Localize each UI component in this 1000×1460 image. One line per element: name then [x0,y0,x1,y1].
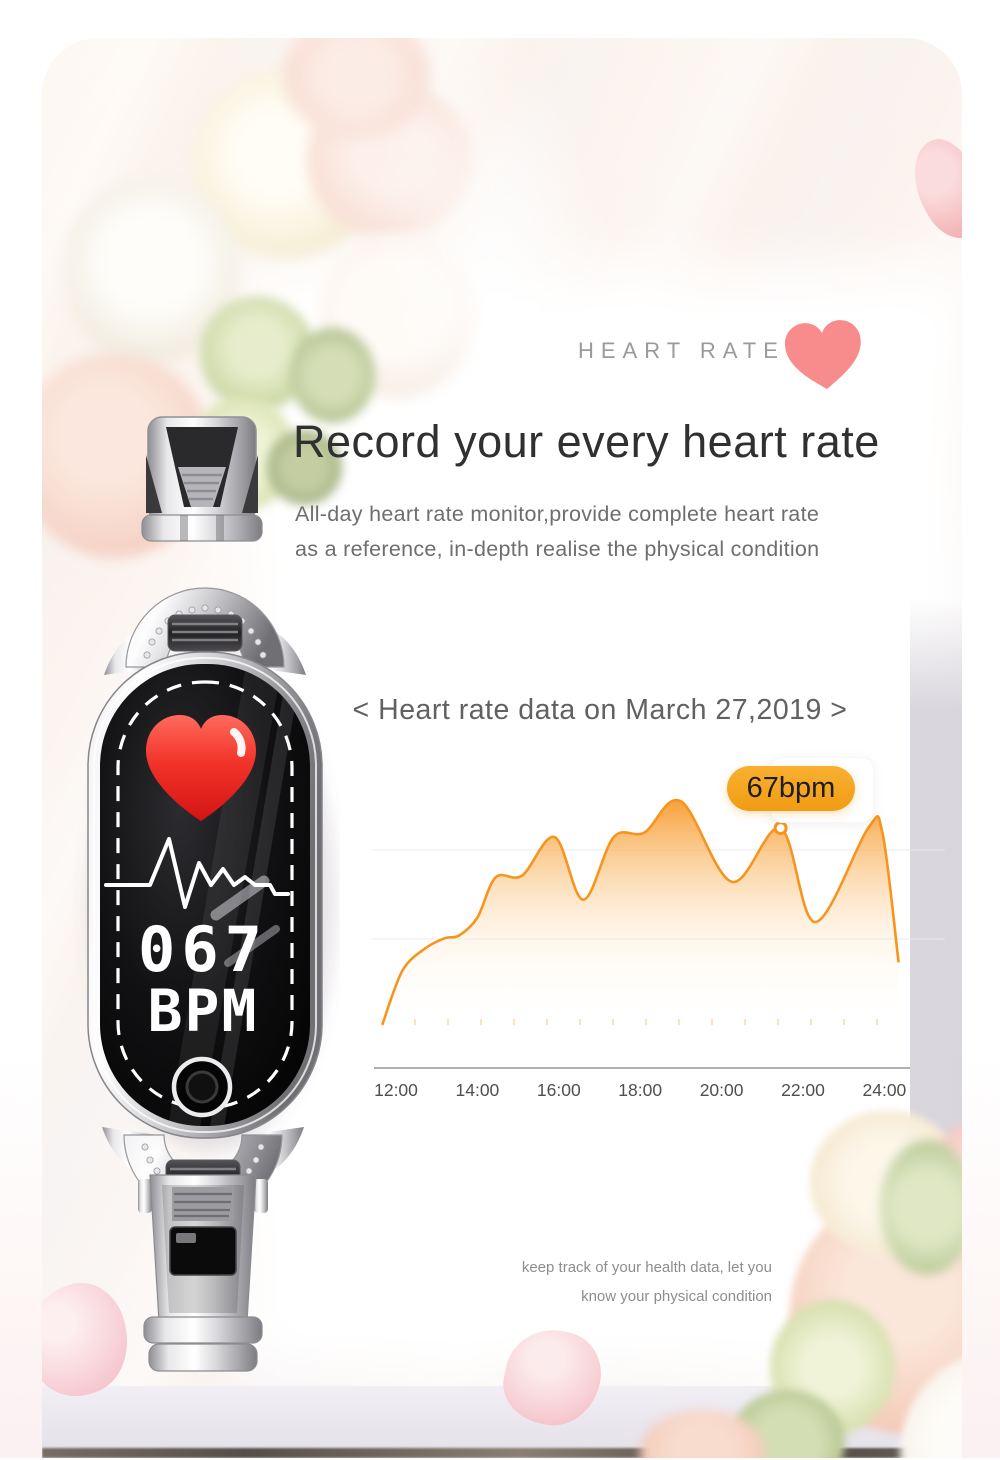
watch-band-top-link [141,416,263,542]
greenery-blob [880,1140,962,1275]
x-tick-label: 16:00 [536,1080,581,1100]
chart-heading: < Heart rate data on March 27,2019 > [352,694,848,726]
footer-line: keep track of your health data, let you [521,1259,772,1276]
background-photo-card [42,38,962,1458]
bottom-dark-strip [42,1448,962,1458]
footer-note: keep track of your health data, let you … [440,1253,772,1311]
page-title: Record your every heart rate [293,416,880,467]
smart-bracelet-product-image: 067 BPM [87,416,336,1372]
watch-screen [100,664,310,1126]
home-button-inner [185,1070,219,1104]
greenery-blob [290,328,375,423]
watch-face: 067 BPM [87,648,336,1152]
screen-bpm-value: 067 [138,913,268,986]
x-tick-label: 12:00 [374,1080,418,1100]
heart-highlight [230,728,246,757]
x-tick-label: 18:00 [618,1080,663,1100]
area-fill [382,799,899,1025]
x-tick-label: 24:00 [862,1080,907,1100]
heart-rate-chart: 12:00 14:00 16:00 18:00 20:00 22:00 24:00 [370,778,962,1108]
blend-fade [372,38,612,478]
description-line: as a reference, in-depth realise the phy… [295,537,820,561]
x-tick-label: 14:00 [455,1080,500,1100]
footer-line: know your physical condition [581,1288,772,1305]
heart-rate-badge: 67bpm [727,766,855,811]
description-paragraph: All-day heart rate monitor,provide compl… [295,497,955,567]
ecg-line [104,837,290,909]
heart-rate-area-chart [372,798,945,1069]
section-eyebrow-label: HEART RATE [578,338,785,363]
heart-icon [784,320,861,390]
greenery-blob [267,430,342,505]
x-tick-label: 22:00 [781,1080,825,1100]
description-line: All-day heart rate monitor,provide compl… [295,502,820,526]
heart-rate-line [380,798,900,1026]
watch-band-bottom-clasp [138,1174,268,1372]
marker-dot [773,821,788,836]
watch-arch-top [104,587,306,675]
x-axis: 12:00 14:00 16:00 18:00 20:00 22:00 24:00 [370,1080,962,1104]
x-tick-label: 20:00 [699,1080,744,1100]
screen-heart-icon [146,715,256,821]
screen-bpm-unit: BPM [148,977,259,1045]
